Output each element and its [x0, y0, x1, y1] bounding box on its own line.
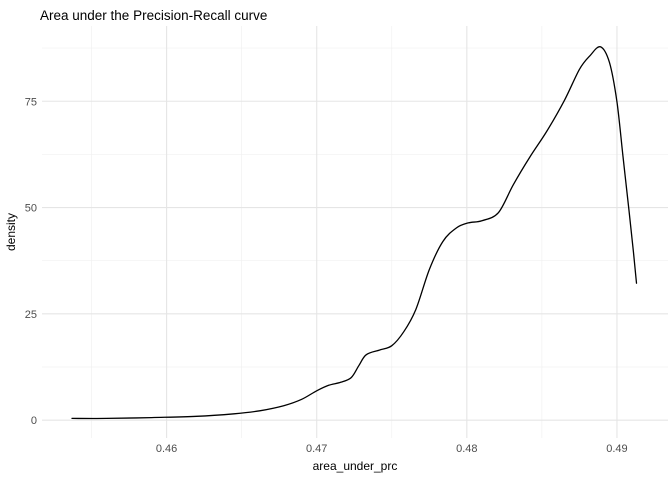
grid-minor-lines	[42, 26, 668, 438]
plot-title: Area under the Precision-Recall curve	[40, 8, 267, 23]
y-tick-label: 75	[25, 96, 37, 108]
x-axis-title: area_under_prc	[313, 459, 398, 473]
density-curve	[71, 46, 638, 420]
y-axis-tick-labels: 0 25 50 75	[25, 96, 37, 427]
x-tick-label: 0.47	[306, 443, 327, 455]
y-axis-title: density	[4, 213, 18, 251]
y-tick-label: 25	[25, 309, 37, 321]
grid-major-lines	[42, 26, 668, 438]
y-tick-label: 50	[25, 203, 37, 215]
x-tick-label: 0.48	[456, 443, 477, 455]
x-axis-tick-labels: 0.46 0.47 0.48 0.49	[156, 443, 628, 455]
x-tick-label: 0.49	[606, 443, 627, 455]
x-tick-label: 0.46	[156, 443, 177, 455]
y-tick-label: 0	[31, 415, 37, 427]
